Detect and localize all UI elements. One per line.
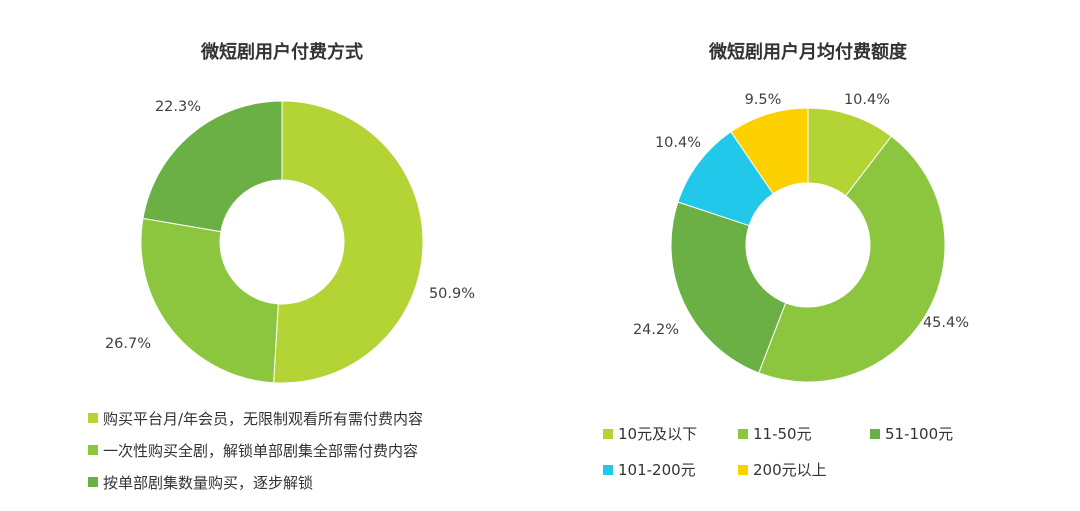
legend-label: 51-100元 [885, 425, 954, 443]
chart2-legend-item-3: 101-200元 [603, 459, 696, 480]
legend-label: 按单部剧集数量购买，逐步解锁 [103, 473, 314, 492]
legend-label: 11-50元 [753, 425, 812, 443]
legend-item: 一次性购买全剧，解锁单部剧集全部需付费内容 [88, 434, 423, 466]
chart1-slice-2 [142, 100, 283, 233]
legend-label: 200元以上 [753, 461, 827, 479]
chart2-label-3: 10.4% [655, 135, 701, 151]
chart1-title: 微短剧用户付费方式 [200, 41, 363, 63]
legend-label: 101-200元 [618, 461, 696, 479]
legend-swatch [603, 428, 613, 439]
chart2-label-2: 24.2% [633, 322, 679, 338]
chart2-donut [670, 107, 946, 383]
chart2-slice-2 [670, 201, 787, 374]
legend-label: 购买平台月/年会员，无限制观看所有需付费内容 [103, 409, 424, 428]
legend-item: 购买平台月/年会员，无限制观看所有需付费内容 [88, 402, 423, 434]
chart1-legend: 购买平台月/年会员，无限制观看所有需付费内容 一次性购买全剧，解锁单部剧集全部需… [88, 402, 423, 498]
chart2-legend-item-1: 11-50元 [738, 423, 812, 444]
legend-label: 10元及以下 [618, 425, 698, 443]
legend-swatch [88, 477, 98, 487]
chart2-slice-4 [730, 107, 809, 195]
chart1-donut [140, 100, 424, 384]
legend-swatch [870, 428, 880, 439]
legend-label: 一次性购买全剧，解锁单部剧集全部需付费内容 [103, 441, 419, 460]
chart2-label-0: 10.4% [844, 92, 890, 108]
chart1-label-0: 50.9% [429, 286, 475, 302]
legend-swatch [88, 445, 98, 455]
chart1-slice-1 [140, 217, 279, 384]
legend-swatch [603, 464, 613, 475]
legend-swatch [88, 413, 98, 423]
legend-swatch [738, 464, 748, 475]
chart1-slice-0 [273, 100, 424, 384]
chart2-slice-1 [758, 135, 946, 383]
legend-item: 按单部剧集数量购买，逐步解锁 [88, 466, 423, 498]
chart1-label-2: 22.3% [155, 99, 201, 115]
chart2-legend-item-2: 51-100元 [870, 423, 953, 444]
chart2-legend-item-4: 200元以上 [738, 459, 827, 480]
legend-swatch [738, 428, 748, 439]
chart2-label-4: 9.5% [745, 92, 782, 108]
chart2-legend-item-0: 10元及以下 [603, 423, 697, 444]
chart2-title: 微短剧用户月均付费额度 [708, 41, 908, 63]
chart2-label-1: 45.4% [923, 315, 969, 331]
chart1-label-1: 26.7% [105, 336, 151, 352]
